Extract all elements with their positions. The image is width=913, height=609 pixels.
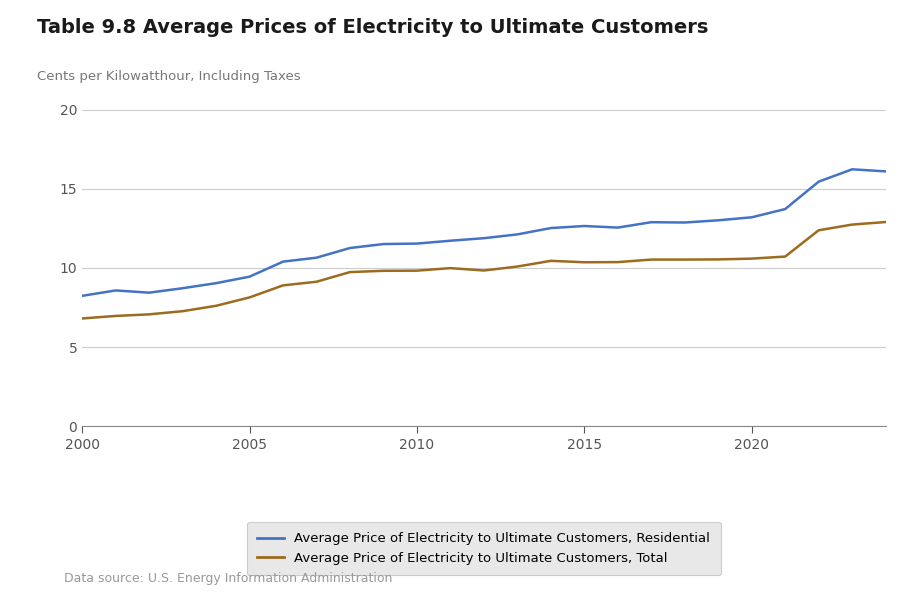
Average Price of Electricity to Ultimate Customers, Residential [211, 280, 222, 287]
Average Price of Electricity to Ultimate Customers, Residential [378, 241, 389, 248]
Average Price of Electricity to Ultimate Customers, Residential [713, 217, 724, 224]
Legend: Average Price of Electricity to Ultimate Customers, Residential, Average Price o: Average Price of Electricity to Ultimate… [247, 521, 721, 576]
Average Price of Electricity to Ultimate Customers, Total [846, 221, 857, 228]
Average Price of Electricity to Ultimate Customers, Residential [344, 244, 355, 252]
Average Price of Electricity to Ultimate Customers, Total [545, 257, 556, 264]
Average Price of Electricity to Ultimate Customers, Total [512, 263, 523, 270]
Average Price of Electricity to Ultimate Customers, Total [813, 227, 824, 234]
Average Price of Electricity to Ultimate Customers, Residential [679, 219, 690, 226]
Average Price of Electricity to Ultimate Customers, Residential [110, 287, 121, 294]
Average Price of Electricity to Ultimate Customers, Total [713, 256, 724, 263]
Average Price of Electricity to Ultimate Customers, Total [311, 278, 322, 286]
Average Price of Electricity to Ultimate Customers, Residential [278, 258, 289, 266]
Average Price of Electricity to Ultimate Customers, Total [579, 259, 590, 266]
Average Price of Electricity to Ultimate Customers, Total [880, 219, 891, 226]
Average Price of Electricity to Ultimate Customers, Total [378, 267, 389, 275]
Average Price of Electricity to Ultimate Customers, Total [445, 264, 456, 272]
Average Price of Electricity to Ultimate Customers, Total [645, 256, 656, 263]
Average Price of Electricity to Ultimate Customers, Residential [813, 178, 824, 185]
Average Price of Electricity to Ultimate Customers, Total [613, 258, 624, 266]
Text: Cents per Kilowatthour, Including Taxes: Cents per Kilowatthour, Including Taxes [37, 70, 300, 83]
Average Price of Electricity to Ultimate Customers, Total [412, 267, 423, 274]
Average Price of Electricity to Ultimate Customers, Total [244, 294, 255, 301]
Text: Data source: U.S. Energy Information Administration: Data source: U.S. Energy Information Adm… [64, 572, 393, 585]
Average Price of Electricity to Ultimate Customers, Total [177, 308, 188, 315]
Text: Table 9.8 Average Prices of Electricity to Ultimate Customers: Table 9.8 Average Prices of Electricity … [37, 18, 708, 37]
Average Price of Electricity to Ultimate Customers, Total [110, 312, 121, 320]
Average Price of Electricity to Ultimate Customers, Residential [780, 205, 791, 213]
Average Price of Electricity to Ultimate Customers, Residential [412, 240, 423, 247]
Average Price of Electricity to Ultimate Customers, Residential [579, 222, 590, 230]
Line: Average Price of Electricity to Ultimate Customers, Residential: Average Price of Electricity to Ultimate… [82, 169, 886, 296]
Average Price of Electricity to Ultimate Customers, Residential [846, 166, 857, 173]
Average Price of Electricity to Ultimate Customers, Residential [645, 219, 656, 226]
Average Price of Electricity to Ultimate Customers, Residential [545, 224, 556, 231]
Average Price of Electricity to Ultimate Customers, Residential [512, 231, 523, 238]
Average Price of Electricity to Ultimate Customers, Residential [77, 292, 88, 300]
Average Price of Electricity to Ultimate Customers, Residential [143, 289, 154, 297]
Average Price of Electricity to Ultimate Customers, Total [780, 253, 791, 260]
Average Price of Electricity to Ultimate Customers, Total [278, 282, 289, 289]
Average Price of Electricity to Ultimate Customers, Total [143, 311, 154, 318]
Average Price of Electricity to Ultimate Customers, Residential [746, 214, 757, 221]
Average Price of Electricity to Ultimate Customers, Residential [478, 234, 489, 242]
Average Price of Electricity to Ultimate Customers, Residential [177, 284, 188, 292]
Average Price of Electricity to Ultimate Customers, Total [478, 267, 489, 274]
Average Price of Electricity to Ultimate Customers, Total [211, 302, 222, 309]
Average Price of Electricity to Ultimate Customers, Total [746, 255, 757, 262]
Average Price of Electricity to Ultimate Customers, Residential [311, 254, 322, 261]
Line: Average Price of Electricity to Ultimate Customers, Total: Average Price of Electricity to Ultimate… [82, 222, 886, 319]
Average Price of Electricity to Ultimate Customers, Residential [613, 224, 624, 231]
Average Price of Electricity to Ultimate Customers, Total [77, 315, 88, 322]
Average Price of Electricity to Ultimate Customers, Residential [244, 273, 255, 280]
Average Price of Electricity to Ultimate Customers, Total [344, 269, 355, 276]
Average Price of Electricity to Ultimate Customers, Residential [880, 167, 891, 175]
Average Price of Electricity to Ultimate Customers, Residential [445, 237, 456, 244]
Average Price of Electricity to Ultimate Customers, Total [679, 256, 690, 263]
